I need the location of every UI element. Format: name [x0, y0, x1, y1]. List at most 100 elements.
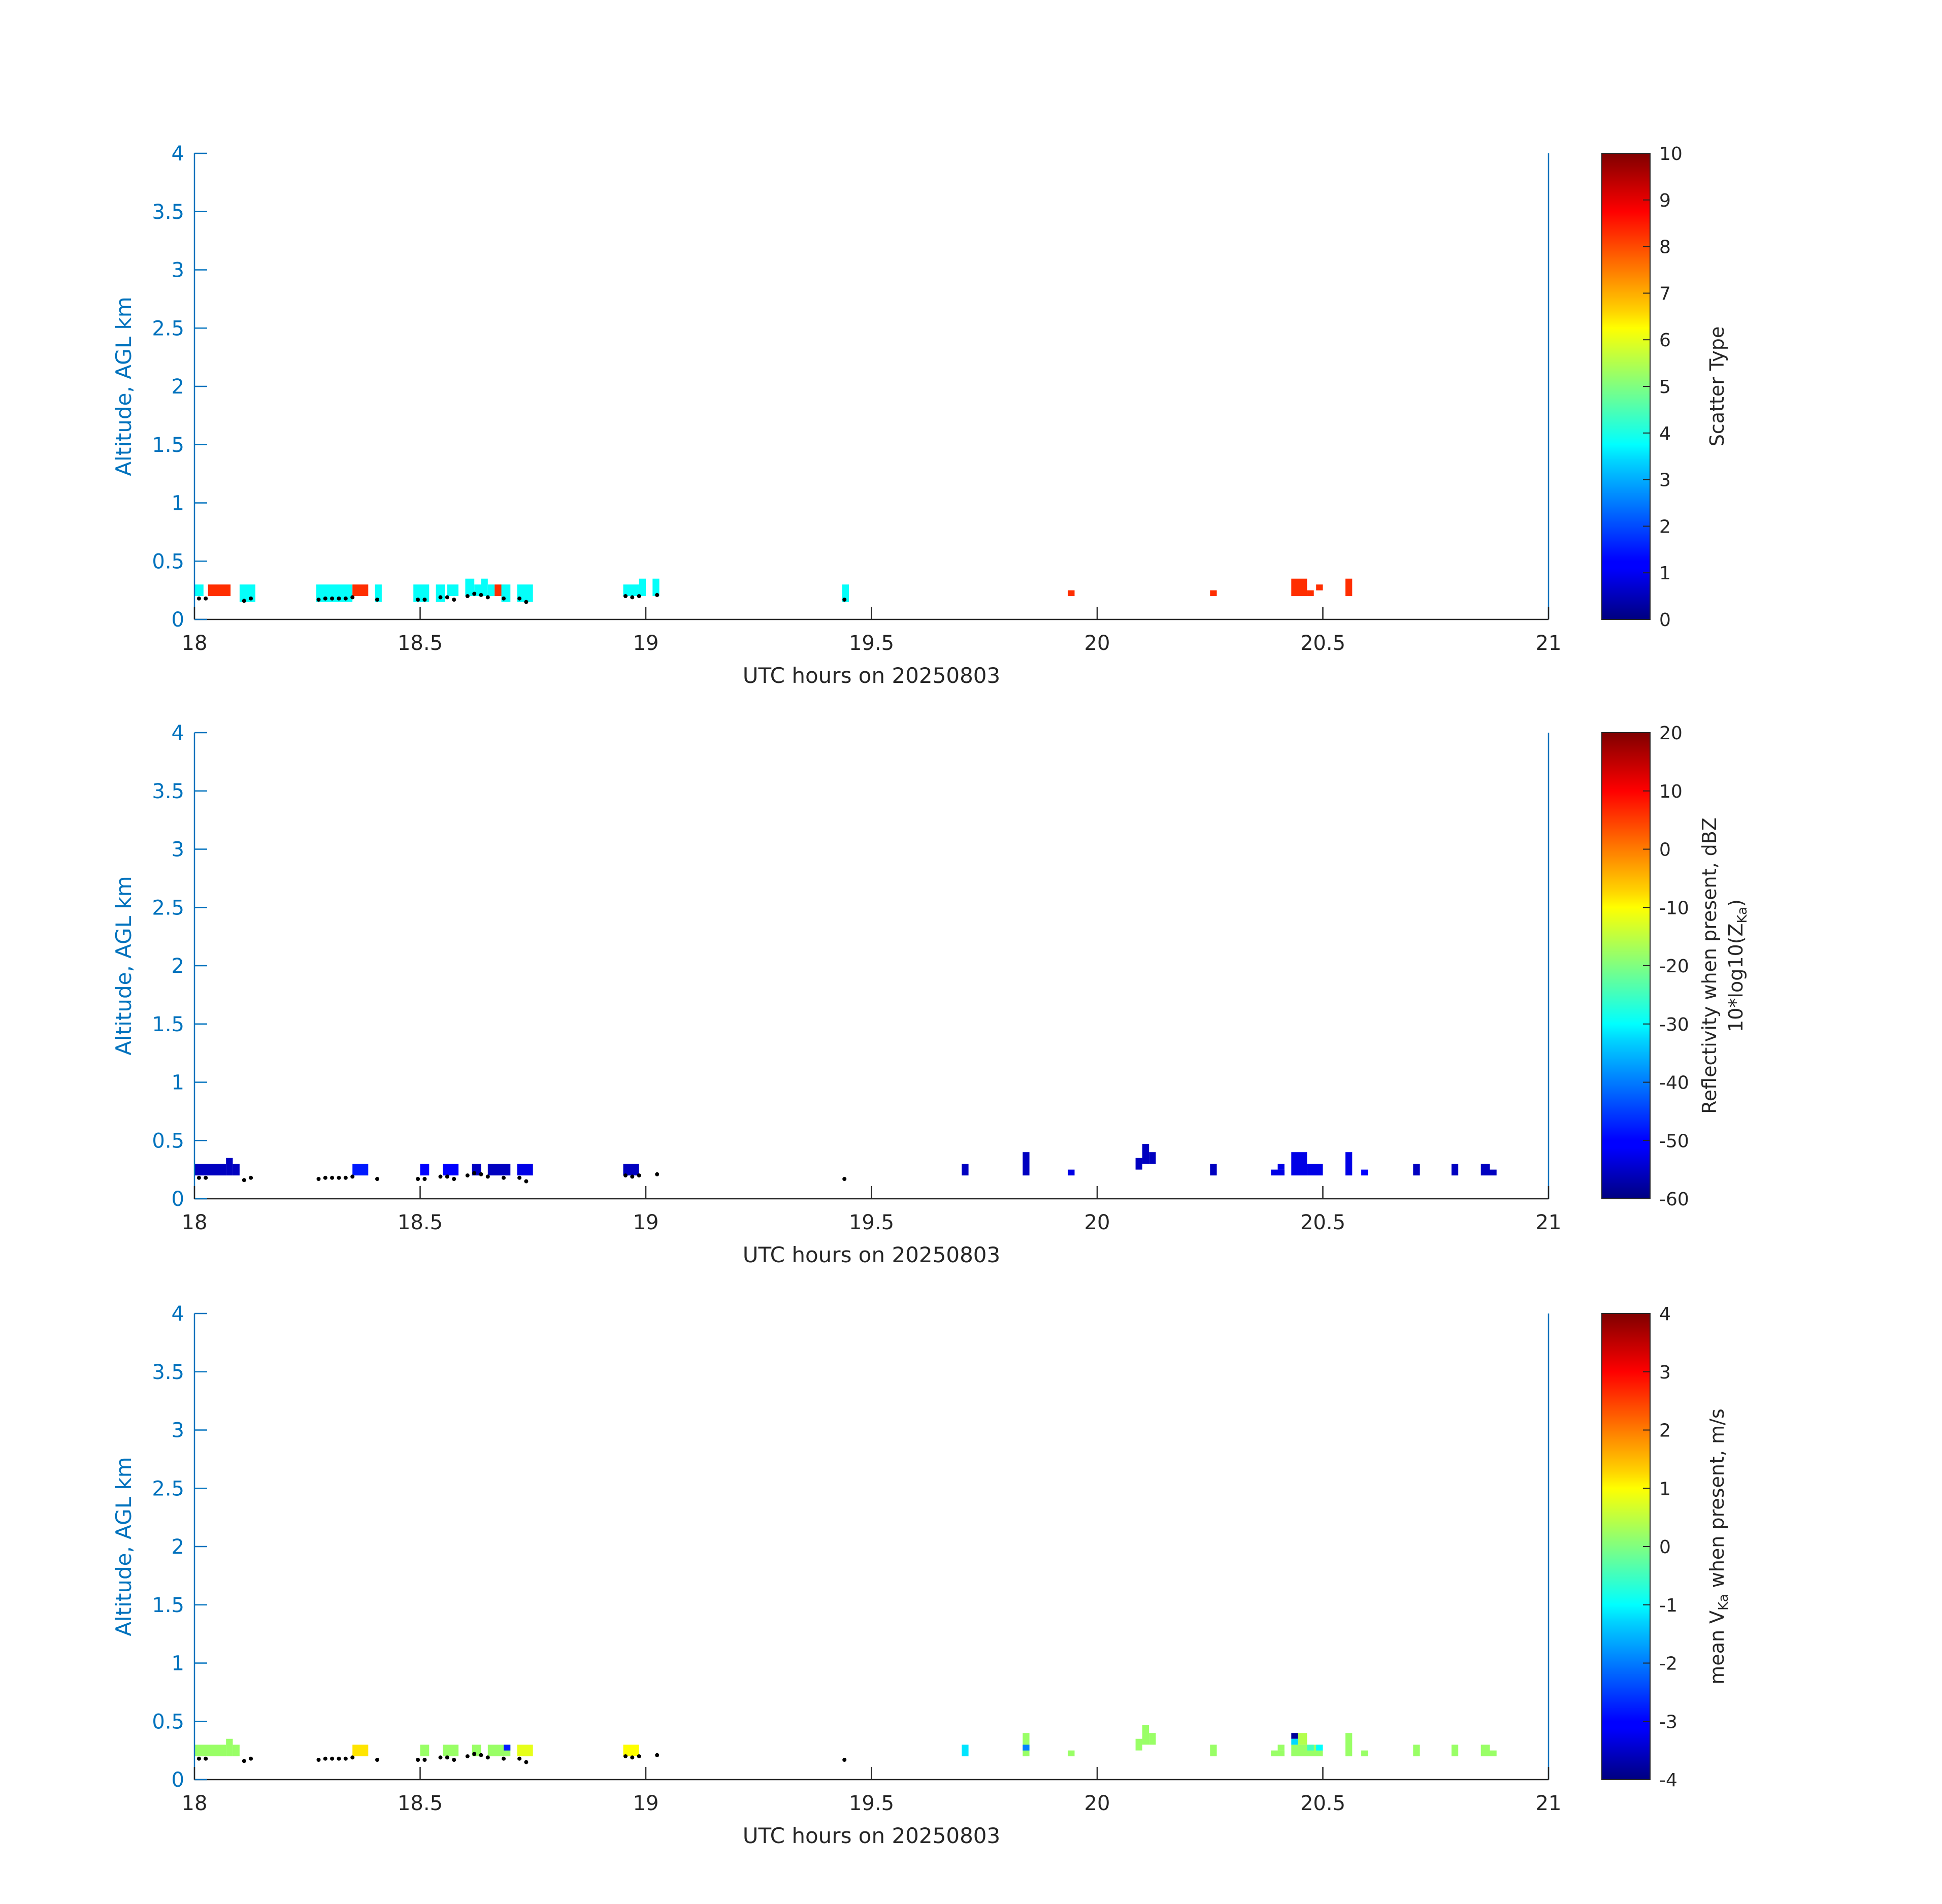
x-tick-label: 21 [1536, 1792, 1562, 1815]
data-cell [1210, 1164, 1217, 1176]
cloud-base-point [623, 1173, 628, 1178]
colorbar-tick-label: 10 [1659, 144, 1683, 165]
colorbar-tick-label: 0 [1659, 610, 1671, 631]
cloud-base-point [524, 600, 529, 604]
cloud-base-point [445, 1755, 449, 1760]
y-tick-label: 0 [172, 1768, 184, 1792]
x-tick-label: 20 [1084, 1211, 1110, 1234]
x-tick-label: 20.5 [1300, 1792, 1345, 1815]
cloud-base-point [502, 1756, 506, 1761]
colorbar-tick-label: -10 [1659, 898, 1689, 918]
cloud-base-point [337, 1756, 341, 1761]
colorbar-tick-label: 1 [1659, 563, 1671, 584]
colorbar-gradient [1601, 1313, 1651, 1780]
data-cell [623, 1164, 639, 1176]
cloud-base-point [196, 1756, 201, 1761]
cloud-base-point [655, 1172, 660, 1176]
cloud-base-point [249, 1175, 253, 1180]
data-cell [1210, 1745, 1217, 1757]
cloud-base-point [502, 596, 506, 601]
data-cells [194, 578, 1353, 602]
x-tick-label: 18 [182, 1211, 208, 1234]
y-tick-label: 1 [172, 1652, 184, 1676]
cloud-base-point [630, 595, 635, 600]
x-axis-label: UTC hours on 20250803 [743, 663, 1001, 688]
data-cell [1490, 1169, 1497, 1176]
data-cell [1271, 1750, 1285, 1757]
cloud-base-point [452, 1758, 456, 1762]
data-cell [1068, 1750, 1075, 1757]
colorbar-tick-label: -60 [1659, 1189, 1689, 1210]
y-tick-label: 1 [172, 492, 184, 515]
data-cell [487, 1164, 511, 1176]
cloud-base-point [637, 1173, 641, 1178]
data-cell [352, 1164, 369, 1176]
x-tick-label: 18.5 [398, 1792, 443, 1815]
x-tick-label: 18.5 [398, 632, 443, 655]
data-cell [1490, 1750, 1497, 1757]
y-tick-label: 4 [172, 142, 184, 166]
cloud-base-point [249, 596, 253, 601]
data-cell [1135, 1158, 1142, 1170]
y-tick-label: 2.5 [152, 1477, 184, 1500]
cloud-base-point [416, 1177, 420, 1181]
y-tick-label: 2.5 [152, 317, 184, 340]
data-cell [1361, 1750, 1368, 1757]
cloud-base-point [330, 1175, 335, 1180]
data-cell [1135, 1738, 1142, 1751]
data-cell [226, 1158, 233, 1176]
y-tick-label: 4 [172, 1302, 184, 1326]
cloud-base-point [343, 596, 348, 601]
data-cell [1291, 1733, 1298, 1739]
cloud-base-point [517, 1175, 522, 1180]
data-cell [1291, 578, 1307, 597]
data-cell [352, 1745, 369, 1757]
cloud-base-point [655, 593, 660, 597]
y-tick-label: 1.5 [152, 434, 184, 457]
x-axis-label: UTC hours on 20250803 [743, 1823, 1001, 1848]
colorbar-tick-label: -30 [1659, 1014, 1689, 1035]
cloud-base-point [517, 1756, 522, 1761]
cloud-base-point [337, 1175, 341, 1180]
colorbar-label: mean VKa when present, m/s [1706, 1408, 1731, 1684]
cloud-base-point [445, 595, 449, 600]
data-cell [1271, 1169, 1285, 1176]
cloud-base-point [375, 1177, 379, 1181]
cloud-base-point [422, 1177, 427, 1181]
cloud-base-point [316, 1758, 321, 1762]
colorbar: -60 -50 -40 -30 -20 -10 0 10 20 Reflectivity when… [1601, 723, 1750, 1210]
cloud-base-point [204, 1756, 208, 1761]
cloud-base-points [196, 592, 847, 604]
cloud-base-point [485, 1174, 490, 1179]
colorbar-tick-label: 20 [1659, 723, 1683, 744]
cloud-base-point [375, 1758, 379, 1762]
colorbar-tick-label: 3 [1659, 470, 1671, 491]
y-tick-label: 0 [172, 1188, 184, 1211]
data-cell [1451, 1164, 1459, 1176]
data-cell [1345, 1152, 1353, 1176]
cloud-base-point [524, 1760, 529, 1764]
cloud-base-point [438, 595, 443, 600]
data-cell [517, 1164, 533, 1176]
cloud-base-point [472, 592, 477, 596]
data-cell [420, 1745, 430, 1757]
cloud-base-point [323, 596, 327, 601]
x-tick-label: 19 [633, 1792, 659, 1815]
y-tick-label: 0.5 [152, 1710, 184, 1733]
y-tick-label: 3.5 [152, 780, 184, 803]
cloud-base-point [350, 595, 355, 600]
colorbar-gradient [1601, 153, 1651, 620]
data-cell [1142, 1144, 1149, 1164]
y-tick-label: 4 [172, 721, 184, 745]
data-cell [1413, 1164, 1420, 1176]
data-cell [233, 1745, 240, 1757]
data-cell [1316, 584, 1323, 590]
colorbar-tick-label: -3 [1659, 1712, 1677, 1732]
y-tick-label: 3 [172, 259, 184, 282]
data-cell [1291, 1738, 1298, 1745]
data-cell [194, 584, 204, 597]
data-cell [1480, 1745, 1490, 1757]
